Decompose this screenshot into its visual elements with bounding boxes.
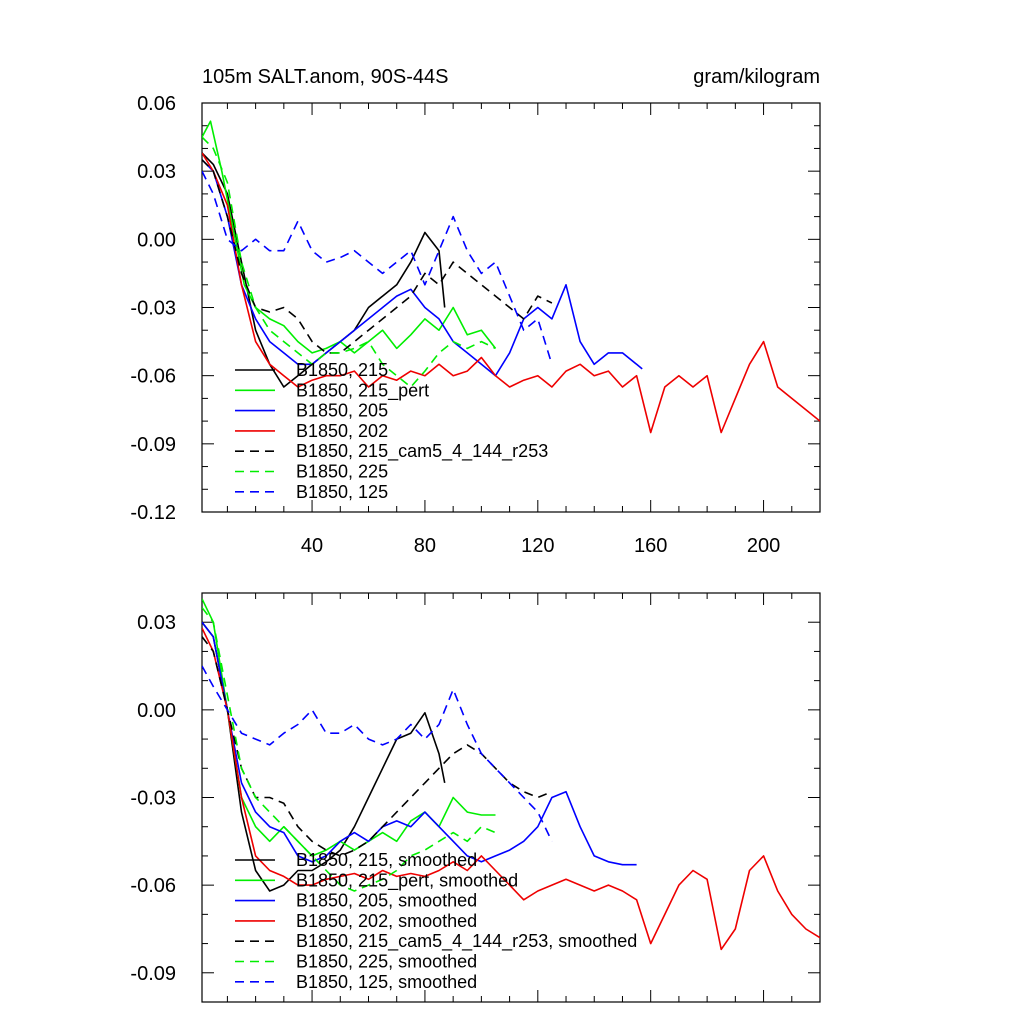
series-line-5 [202,607,496,892]
legend-label: B1850, 215_cam5_4_144_r253 [296,441,548,462]
series-line-6 [202,665,553,842]
legend-label: B1850, 225, smoothed [296,952,477,972]
legend-label: B1850, 215_cam5_4_144_r253, smoothed [296,931,637,952]
y-tick-label: -0.12 [130,502,176,524]
series-group [202,120,820,434]
y-tick-label: 0.00 [137,229,176,251]
y-tick-label: -0.03 [130,788,176,810]
series-line-3 [202,152,820,434]
y-tick-label: -0.09 [130,434,176,456]
legend-label: B1850, 215 [296,360,388,380]
top-panel: 105m SALT.anom, 90S-44S gram/kilogram 40… [130,66,821,557]
y-tick-label: -0.09 [130,963,176,985]
x-tick-label: 120 [521,535,554,557]
y-tick-label: 0.03 [137,161,176,183]
legend-label: B1850, 205 [296,401,388,421]
series-group [202,598,820,951]
x-tick-label: 160 [634,535,667,557]
x-tick-label: 40 [301,535,323,557]
y-tick-label: 0.03 [137,612,176,634]
y-tick-label: -0.03 [130,298,176,320]
legend-label: B1850, 215_pert, smoothed [296,870,518,891]
top-chart-units: gram/kilogram [693,66,820,88]
top-chart-title: 105m SALT.anom, 90S-44S [202,66,448,88]
legend-label: B1850, 205, smoothed [296,891,477,911]
series-line-1 [202,598,496,857]
legend-label: B1850, 202, smoothed [296,911,477,931]
legend-label: B1850, 202 [296,421,388,441]
bottom-panel: 0.03 0.00 -0.03 -0.06 -0.09 B1850, 215, smoot… [130,592,821,1003]
legend-label: B1850, 125, smoothed [296,972,477,992]
series-line-3 [202,627,820,951]
series-line-2 [202,159,643,377]
series-line-6 [202,170,553,365]
series-line-0 [202,621,446,892]
x-tick-label: 80 [414,535,436,557]
legend-label: B1850, 215, smoothed [296,850,477,870]
series-line-5 [202,136,496,388]
series-line-2 [202,621,637,866]
legend-label: B1850, 215_pert [296,380,429,401]
y-tick-label: 0.00 [137,700,176,722]
y-tick-label: 0.06 [137,93,176,115]
legend-label: B1850, 225 [296,462,388,482]
y-tick-label: -0.06 [130,366,176,388]
x-tick-label: 200 [747,535,780,557]
legend-label: B1850, 125 [296,482,388,502]
series-line-1 [202,120,497,354]
y-tick-label: -0.06 [130,875,176,897]
